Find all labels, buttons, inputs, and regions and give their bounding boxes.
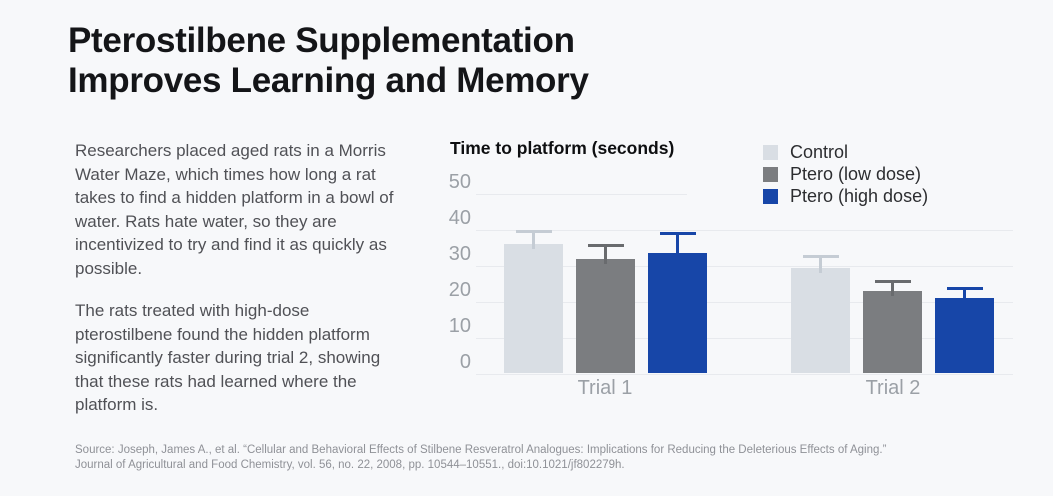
- error-bar-stem-trial-1-ptero-low-dose: [604, 244, 607, 264]
- legend-swatch-ptero-low-dose: [763, 166, 778, 182]
- gridline-30: [476, 266, 1013, 267]
- error-bar-stem-trial-1-control: [532, 229, 535, 250]
- gridline-20: [476, 302, 1013, 303]
- source-citation-line-1: Source: Joseph, James A., et al. “Cellul…: [75, 444, 887, 456]
- bar-trial-2-ptero-high-dose: [935, 298, 994, 374]
- intro-text: Researchers placed aged rats in a Morris…: [75, 139, 405, 417]
- chart-title: Time to platform (seconds): [450, 138, 675, 158]
- error-bar-cap-trial-2-ptero-low-dose: [874, 280, 911, 284]
- y-tick-label-10: 10: [448, 315, 471, 337]
- gridline-40: [476, 230, 1013, 231]
- y-tick-label-20: 20: [448, 279, 471, 301]
- category-label-trial-2: Trial 2: [865, 377, 921, 399]
- legend-item-control: Control: [763, 141, 928, 163]
- error-bar-cap-trial-2-ptero-high-dose: [946, 287, 983, 291]
- legend-swatch-ptero-high-dose: [763, 188, 778, 204]
- page-title: Pterostilbene Supplementation Improves L…: [68, 21, 589, 101]
- chart-legend: Control Ptero (low dose) Ptero (high dose): [763, 141, 928, 207]
- error-bar-stem-trial-2-ptero-high-dose: [963, 287, 966, 304]
- bar-trial-2-ptero-low-dose: [863, 290, 922, 374]
- y-tick-label-30: 30: [448, 243, 471, 265]
- legend-label-ptero-low-dose: Ptero (low dose): [790, 163, 922, 184]
- intro-paragraph-1: Researchers placed aged rats in a Morris…: [75, 141, 394, 278]
- gridline-50: [476, 194, 687, 195]
- error-bar-stem-trial-2-control: [819, 255, 822, 273]
- legend-label-ptero-high-dose: Ptero (high dose): [790, 185, 929, 206]
- gridline-0: [476, 374, 1013, 375]
- error-bar-stem-trial-1-ptero-high-dose: [676, 231, 679, 259]
- source-citation-line-2: Journal of Agricultural and Food Chemist…: [75, 458, 625, 471]
- bar-trial-2-control: [791, 267, 850, 374]
- legend-item-ptero-low-dose: Ptero (low dose): [763, 163, 928, 185]
- error-bar-cap-trial-1-ptero-high-dose: [659, 231, 696, 235]
- bar-trial-1-control: [504, 244, 563, 374]
- category-label-trial-1: Trial 1: [577, 377, 633, 399]
- error-bar-stem-trial-2-ptero-low-dose: [891, 280, 894, 296]
- page-title-line-2: Improves Learning and Memory: [68, 61, 589, 100]
- error-bar-cap-trial-1-control: [515, 229, 552, 233]
- page-title-line-1: Pterostilbene Supplementation: [68, 21, 575, 60]
- source-citation: Source: Joseph, James A., et al. “Cellul…: [75, 443, 886, 472]
- bar-trial-1-ptero-high-dose: [648, 253, 707, 374]
- bar-trial-1-ptero-low-dose: [576, 258, 635, 374]
- y-tick-label-50: 50: [448, 171, 471, 193]
- legend-swatch-control: [763, 144, 778, 160]
- legend-label-control: Control: [790, 141, 849, 162]
- error-bar-cap-trial-1-ptero-low-dose: [587, 244, 624, 248]
- error-bar-cap-trial-2-control: [802, 255, 839, 259]
- gridline-10: [476, 338, 1013, 339]
- legend-item-ptero-high-dose: Ptero (high dose): [763, 185, 928, 207]
- y-tick-label-40: 40: [448, 207, 471, 229]
- y-tick-label-0: 0: [459, 351, 471, 373]
- intro-paragraph-2: The rats treated with high-dose pterosti…: [75, 301, 381, 414]
